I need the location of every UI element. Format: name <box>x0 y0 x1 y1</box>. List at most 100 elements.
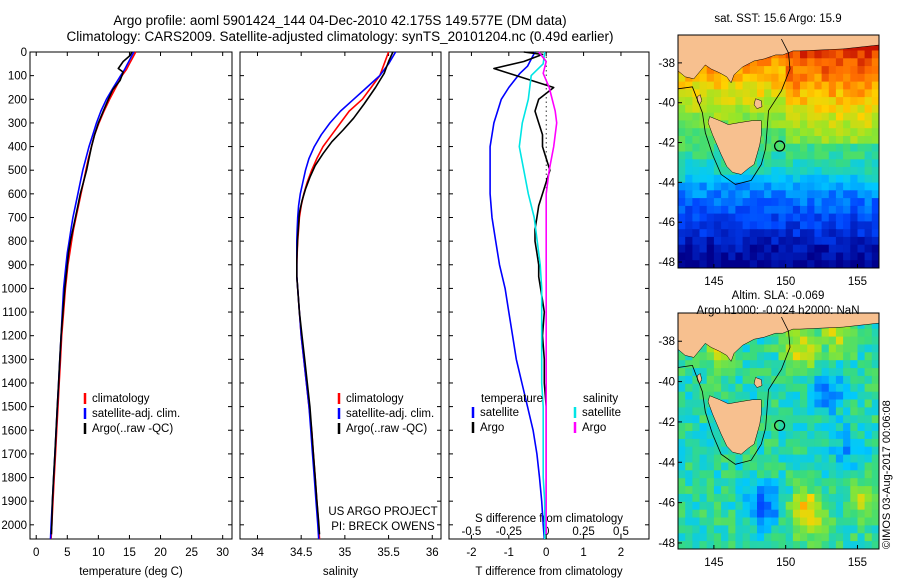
map-cell <box>871 454 879 464</box>
map-cell <box>871 415 879 424</box>
map-cell <box>871 344 879 353</box>
map-cell <box>735 525 744 534</box>
map-cell <box>785 360 794 369</box>
map-cell <box>792 486 801 495</box>
map-cell <box>843 446 851 456</box>
map-cell <box>792 174 801 184</box>
map-cell <box>742 221 751 230</box>
map-cell <box>843 493 851 503</box>
map-cell <box>821 252 830 261</box>
map-cell <box>706 73 715 83</box>
map-cell <box>864 493 873 503</box>
s-diff-legend-label: satellite <box>582 407 621 419</box>
lat-tick-label: -46 <box>658 217 675 229</box>
map-cell <box>792 159 801 168</box>
map-cell <box>685 438 693 448</box>
lat-tick-label: -42 <box>658 417 675 429</box>
map-cell <box>764 454 772 464</box>
map-cell <box>771 66 780 75</box>
map-cell <box>857 229 866 238</box>
map-cell <box>778 120 787 129</box>
map-cell <box>871 236 879 246</box>
map-cell <box>713 252 722 261</box>
map-cell <box>835 112 844 122</box>
map-cell <box>814 446 823 456</box>
map-cell <box>706 167 715 176</box>
map-cell <box>792 97 801 106</box>
map-cell <box>721 205 729 215</box>
map-cell <box>807 104 815 114</box>
map-cell <box>742 244 751 254</box>
map-cell <box>857 509 866 519</box>
map-cell <box>814 328 823 338</box>
map-cell <box>764 493 772 503</box>
map-cell <box>764 462 772 471</box>
map-cell <box>749 112 758 122</box>
map-cell <box>713 462 722 471</box>
map-cell <box>721 375 729 385</box>
map-cell <box>778 136 787 145</box>
map-cell <box>728 454 737 464</box>
map-cell <box>835 493 844 503</box>
island-landmass <box>753 377 763 388</box>
map-cell <box>785 174 794 184</box>
map-cell <box>785 478 794 487</box>
map-cell <box>757 136 765 145</box>
map-cell <box>807 58 815 67</box>
map-cell <box>785 470 794 479</box>
map-cell <box>678 415 686 424</box>
map-cell <box>800 167 808 176</box>
map-cell <box>692 383 701 393</box>
map-cell <box>835 73 844 83</box>
map-cell <box>778 415 787 424</box>
map-cell <box>828 478 837 487</box>
map-cell <box>764 375 772 385</box>
difference-panel: -2 -1 0 1 2T difference from climatology-0.5… <box>448 51 650 578</box>
map-cell <box>828 182 837 191</box>
map-cell <box>721 167 729 176</box>
map-cell <box>807 525 815 534</box>
map-cell <box>835 66 844 75</box>
map-cell <box>757 81 765 90</box>
map-cell <box>807 213 815 222</box>
map-cell <box>699 252 708 261</box>
map-cell <box>764 151 772 160</box>
map-cell <box>685 541 693 549</box>
map-cell <box>864 352 873 361</box>
map-cell <box>821 50 830 59</box>
sst_map-frame <box>677 34 880 269</box>
map-cell <box>699 501 708 511</box>
map-cell <box>785 541 794 549</box>
map-cell <box>764 81 772 90</box>
map-cell <box>778 112 787 122</box>
map-cell <box>807 501 815 511</box>
map-cell <box>771 454 780 464</box>
map-cell <box>735 501 744 511</box>
map-cell <box>785 431 794 440</box>
map-cell <box>785 236 794 246</box>
map-cell <box>742 446 751 456</box>
map-cell <box>735 478 744 487</box>
map-cell <box>807 368 815 377</box>
sst_map: 145 150 155-38-40-42-44-46-48 <box>658 34 880 288</box>
lat-tick-label: -44 <box>658 457 675 469</box>
map-cell <box>857 423 866 432</box>
map-cell <box>821 501 830 511</box>
map-cell <box>843 260 851 268</box>
map-cell <box>785 328 794 338</box>
map-cell <box>771 533 780 542</box>
map-cell <box>706 415 715 424</box>
map-cell <box>735 174 744 184</box>
map-cell <box>699 478 708 487</box>
map-cell <box>713 229 722 238</box>
map-cell <box>821 375 830 385</box>
map-cell <box>821 190 830 199</box>
map-cell <box>699 120 708 129</box>
map-cell <box>764 383 772 393</box>
map-cell <box>692 97 701 106</box>
map-cell <box>735 352 744 361</box>
map-cell <box>771 221 780 230</box>
map-cell <box>678 120 686 129</box>
map-cell <box>685 509 693 519</box>
map-cell <box>821 344 830 353</box>
